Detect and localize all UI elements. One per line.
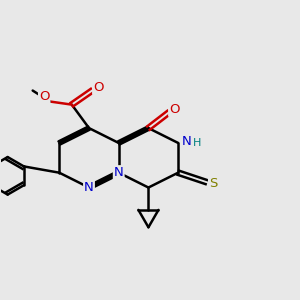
Text: N: N (114, 166, 124, 179)
Text: O: O (169, 103, 180, 116)
Text: O: O (93, 81, 104, 94)
Text: S: S (209, 177, 218, 190)
Text: H: H (193, 138, 201, 148)
Text: O: O (39, 90, 50, 103)
Text: N: N (182, 135, 192, 148)
Text: N: N (84, 181, 94, 194)
